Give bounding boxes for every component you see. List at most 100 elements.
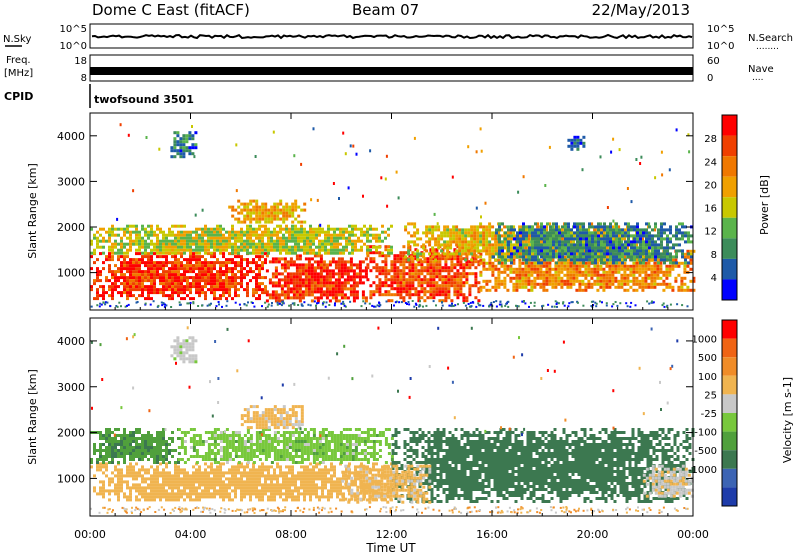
power-cell	[210, 273, 213, 277]
power-cell	[465, 260, 469, 264]
power-cell	[623, 282, 627, 286]
power-cell	[656, 273, 660, 277]
power-cell	[642, 234, 645, 238]
power-cell	[581, 273, 585, 277]
power-cell	[497, 267, 501, 271]
power-cell	[595, 305, 598, 308]
power-cell	[99, 227, 102, 231]
velocity-cell	[117, 498, 120, 502]
power-cell	[255, 273, 258, 277]
power-cell	[681, 234, 684, 238]
power-cell	[301, 266, 305, 270]
power-cell	[585, 240, 588, 244]
power-cell	[384, 260, 388, 264]
power-cell	[261, 236, 264, 240]
power-cell	[454, 304, 457, 307]
power-cell	[627, 249, 630, 253]
power-cell	[258, 239, 261, 243]
power-cell	[289, 263, 293, 267]
power-cell	[295, 269, 299, 273]
power-cell	[650, 279, 654, 283]
power-cell	[135, 252, 138, 256]
power-cell	[361, 290, 365, 294]
velocity-cell	[99, 486, 102, 490]
power-cell	[405, 284, 409, 288]
power-cell	[548, 261, 552, 265]
power-cell	[96, 297, 99, 301]
power-cell	[285, 205, 289, 209]
power-colorbar-tick: 28	[704, 134, 717, 145]
power-cell	[620, 258, 624, 262]
power-cell	[381, 230, 384, 234]
power-cell	[414, 263, 418, 267]
power-cell	[127, 303, 130, 306]
power-cell	[408, 290, 412, 294]
power-cell	[419, 258, 423, 262]
power-colorbar-segment	[722, 279, 737, 300]
power-cell	[129, 258, 132, 262]
power-cell	[566, 267, 570, 271]
power-cell	[404, 228, 408, 232]
power-cell	[210, 239, 213, 243]
velocity-cell	[102, 495, 105, 499]
power-cell	[435, 260, 439, 264]
power-cell	[576, 138, 580, 142]
power-cell	[298, 290, 302, 294]
power-cell	[90, 239, 93, 243]
power-cell	[237, 261, 240, 265]
power-cell	[297, 236, 300, 240]
power-cell	[606, 228, 609, 232]
power-cell	[494, 276, 498, 280]
velocity-cell	[138, 489, 141, 493]
power-cell	[132, 276, 135, 280]
power-cell	[626, 187, 629, 190]
power-cell	[372, 251, 376, 255]
power-cell	[579, 231, 582, 235]
power-cell	[459, 260, 463, 264]
power-cell	[639, 252, 642, 256]
power-cell	[446, 249, 450, 253]
power-cell	[579, 237, 582, 241]
power-cell	[509, 249, 513, 253]
power-cell	[234, 264, 237, 268]
power-cell	[408, 287, 412, 291]
power-cell	[171, 248, 174, 252]
power-cell	[491, 237, 495, 241]
power-cell	[106, 301, 109, 304]
power-cell	[537, 243, 540, 247]
power-cell	[635, 267, 639, 271]
power-cell	[349, 287, 353, 291]
power-cell	[342, 236, 345, 240]
power-cell	[648, 252, 651, 256]
power-cell	[692, 249, 696, 253]
power-cell	[313, 260, 317, 264]
power-cell	[644, 273, 648, 277]
power-cell	[521, 282, 525, 286]
power-cell	[201, 285, 204, 289]
freq-tick-top: 18	[74, 56, 87, 67]
power-cell	[321, 242, 324, 246]
power-cell	[555, 243, 558, 247]
power-cell	[144, 302, 147, 305]
power-cell	[319, 275, 323, 279]
power-cell	[264, 230, 267, 234]
power-cell	[246, 251, 249, 255]
power-cell	[352, 269, 356, 273]
power-cell	[537, 252, 540, 256]
power-cell	[545, 288, 549, 292]
power-cell	[240, 264, 243, 268]
power-cell	[546, 243, 549, 247]
power-cell	[283, 290, 287, 294]
power-cell	[150, 227, 153, 231]
power-cell	[286, 290, 290, 294]
power-cell	[467, 228, 471, 232]
power-cell	[639, 228, 642, 232]
power-cell	[524, 246, 528, 250]
power-cell	[567, 234, 570, 238]
power-cell	[246, 264, 249, 268]
power-cell	[500, 270, 504, 274]
power-cell	[617, 270, 621, 274]
power-cell	[283, 293, 287, 297]
power-cell	[268, 260, 272, 264]
power-cell	[662, 279, 666, 283]
